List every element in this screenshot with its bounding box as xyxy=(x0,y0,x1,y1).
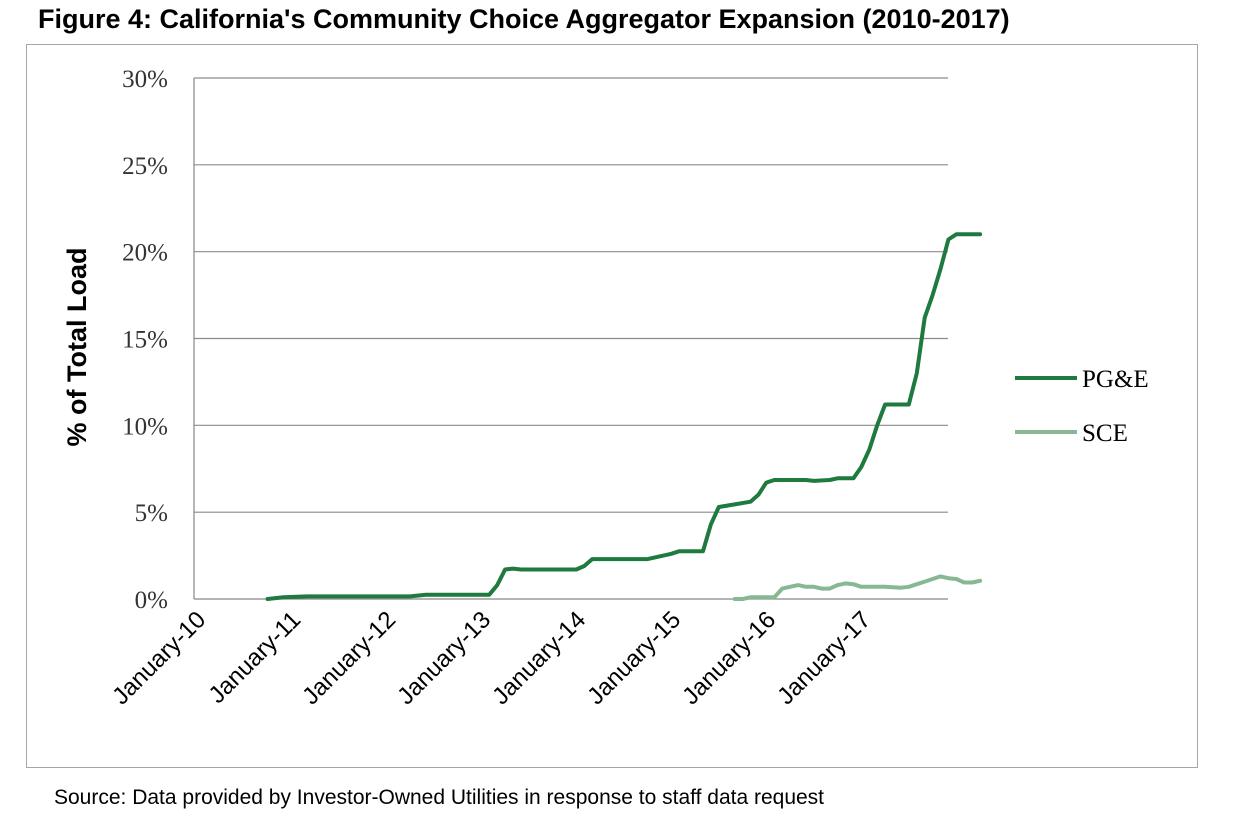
y-tick-label: 10% xyxy=(122,413,168,440)
x-tick-label: January-14 xyxy=(487,606,591,710)
y-tick-label: 0% xyxy=(135,587,168,614)
x-tick-label: January-12 xyxy=(297,606,401,710)
y-tick-label: 20% xyxy=(122,240,168,267)
chart-frame xyxy=(26,44,1198,768)
series-line-pge xyxy=(265,232,983,601)
x-tick-label: January-11 xyxy=(204,606,307,709)
x-tick-label: January-17 xyxy=(772,606,876,710)
y-tick-label: 5% xyxy=(135,500,168,527)
legend-label: PG&E xyxy=(1082,366,1149,393)
line-chart: 0% 5% 10% 15% 20% 25% 30% January-10January-11… xyxy=(62,66,1149,710)
x-tick-label: January-13 xyxy=(392,606,496,710)
series-line-sce xyxy=(732,574,983,601)
series-lines xyxy=(265,232,983,601)
y-tick-label: 15% xyxy=(122,327,168,354)
gridlines xyxy=(193,77,948,600)
x-tick-label: January-15 xyxy=(582,606,686,710)
figure-title: Figure 4: California's Community Choice … xyxy=(38,4,1010,34)
x-tick-label: January-16 xyxy=(677,606,781,710)
x-tick-label: January-10 xyxy=(107,606,211,710)
legend: PG&E SCE xyxy=(1015,366,1149,447)
y-axis-ticks: 0% 5% 10% 15% 20% 25% 30% xyxy=(122,66,168,614)
y-axis-label: % of Total Load xyxy=(62,248,92,447)
y-tick-label: 25% xyxy=(122,153,168,180)
y-tick-label: 30% xyxy=(122,66,168,93)
x-axis-ticks: January-10January-11January-12January-13… xyxy=(107,606,876,710)
source-note: Source: Data provided by Investor-Owned … xyxy=(54,786,825,809)
legend-label: SCE xyxy=(1082,420,1128,447)
